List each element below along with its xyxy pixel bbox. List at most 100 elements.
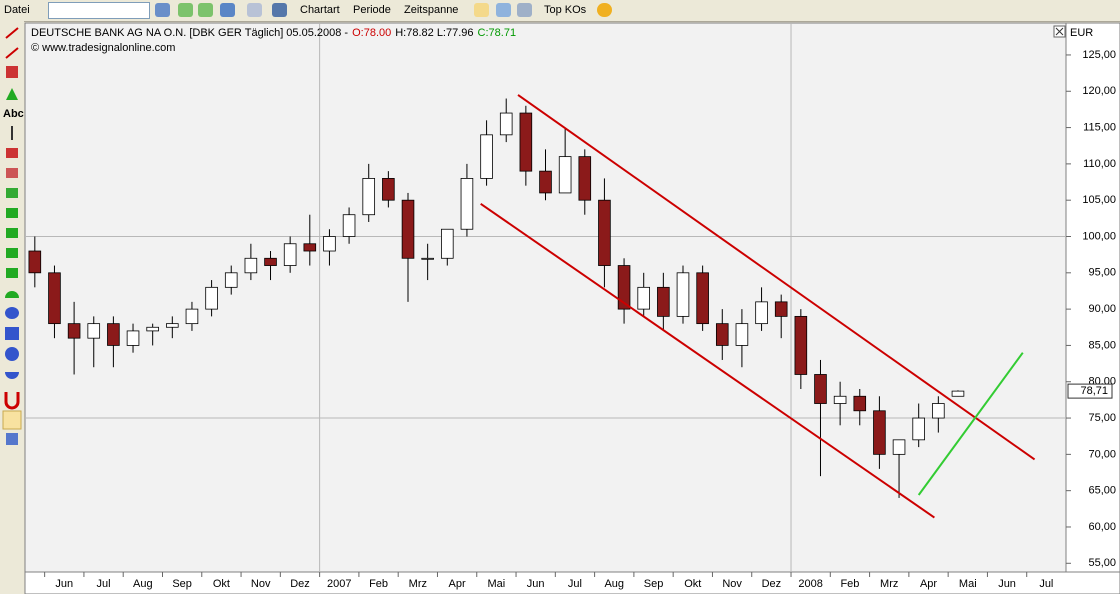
back-icon[interactable] [178,3,193,17]
y-axis-area [1065,22,1120,573]
candle-body [126,330,140,346]
tool-circle[interactable] [5,347,19,361]
tool-f[interactable] [6,248,18,258]
candle-body [146,326,159,332]
candle-body [892,439,906,455]
last-price-label: 78,71 [1080,385,1108,397]
y-tick-label: 120,00 [1082,85,1116,97]
x-tick-label: Okt [684,578,701,590]
candle-body [323,236,336,252]
candle-body [755,301,768,325]
x-tick-label: Jun [998,578,1016,590]
menu-period[interactable]: Periode [353,4,391,16]
menu-charttype[interactable]: Chartart [300,4,340,16]
save-icon[interactable] [247,3,262,17]
tool-line[interactable] [5,27,19,39]
candle-body [853,395,867,412]
x-tick-label: Dez [762,578,782,590]
menu-file[interactable]: Datei [4,4,30,16]
x-tick-label: Jul [97,578,111,590]
refresh-icon[interactable] [220,3,235,17]
tool-g[interactable] [6,268,18,278]
help-icon[interactable] [597,3,612,17]
symbol-input[interactable] [48,2,150,19]
x-tick-label: Apr [449,578,466,590]
quote-close: C:78.71 [478,27,517,39]
tool-half[interactable] [5,372,19,379]
source: © www.tradesignalonline.com [31,42,175,54]
forward-icon[interactable] [198,3,213,17]
candle-body [480,134,493,179]
chart-title: DEUTSCHE BANK AG NA O.N. [DBK GER Täglic… [31,27,516,39]
candle-body [932,403,945,419]
x-tick-label: Apr [920,578,937,590]
y-tick-label: 85,00 [1088,339,1116,351]
title: DEUTSCHE BANK AG NA O.N. [DBK GER Täglic… [31,27,348,39]
x-tick-label: Mrz [880,578,898,590]
y-axis-label: EUR [1070,27,1093,39]
tool-c[interactable] [6,188,18,198]
candle-body [401,199,415,259]
zoom-icon[interactable] [496,3,511,17]
tool-arrow[interactable] [6,88,18,100]
x-tick-label: Mai [959,578,977,590]
plot [25,23,1066,572]
tool-channel[interactable] [5,47,19,59]
tool-a[interactable] [6,148,18,158]
toolbar: Datei Chartart Periode Zeitspanne Top KO… [0,0,1120,22]
candle-body [558,156,572,194]
candle-body [205,286,218,310]
tool-fib[interactable] [6,66,18,78]
candle-body [519,112,533,172]
y-tick-label: 75,00 [1088,412,1116,424]
tool-d[interactable] [6,208,18,218]
last-price-box [1067,383,1113,399]
candle-body [224,272,238,288]
candle-body [696,272,709,325]
tool-settings[interactable] [6,433,18,445]
candle-body [873,410,886,455]
candle-body [48,272,61,325]
candle-body [774,301,788,317]
candle-body [539,170,552,194]
menu-timespan[interactable]: Zeitspanne [404,4,459,16]
x-tick-label: Feb [840,578,859,590]
trendline [917,352,1024,496]
tool-active[interactable] [2,410,22,430]
candle-body [578,156,592,201]
tool-e[interactable] [6,228,18,238]
candle-body [244,257,258,274]
tool-text[interactable]: Abc [3,108,24,120]
tool-magnet[interactable] [4,392,20,410]
move-icon[interactable] [517,3,532,17]
search-icon[interactable] [155,3,170,17]
x-tick-label: 2007 [327,578,351,590]
x-tick-label: Jun [527,578,545,590]
candle-body [715,323,729,346]
candle-body [107,323,120,346]
candle-body [657,286,670,317]
y-tick-label: 60,00 [1088,521,1116,533]
candle-body [440,228,454,259]
list-icon[interactable] [272,3,287,17]
x-tick-label: Mai [488,578,506,590]
tool-rect[interactable] [5,327,19,340]
tool-b[interactable] [6,168,18,178]
x-tick-label: Jul [1039,578,1053,590]
x-tick-label: Dez [290,578,310,590]
y-tick-label: 100,00 [1082,230,1116,242]
tool-arc[interactable] [5,291,19,298]
candle-body [362,178,376,216]
pointer-icon[interactable] [474,3,489,17]
y-tick-label: 90,00 [1088,303,1116,315]
candle-body [598,199,611,266]
x-tick-label: Aug [604,578,624,590]
y-tick-label: 105,00 [1082,194,1116,206]
candle-body [735,323,749,346]
candle-body [421,257,434,260]
x-tick-label: Jul [568,578,582,590]
tool-ellipse[interactable] [5,307,19,319]
top-kos[interactable]: Top KOs [544,4,587,16]
